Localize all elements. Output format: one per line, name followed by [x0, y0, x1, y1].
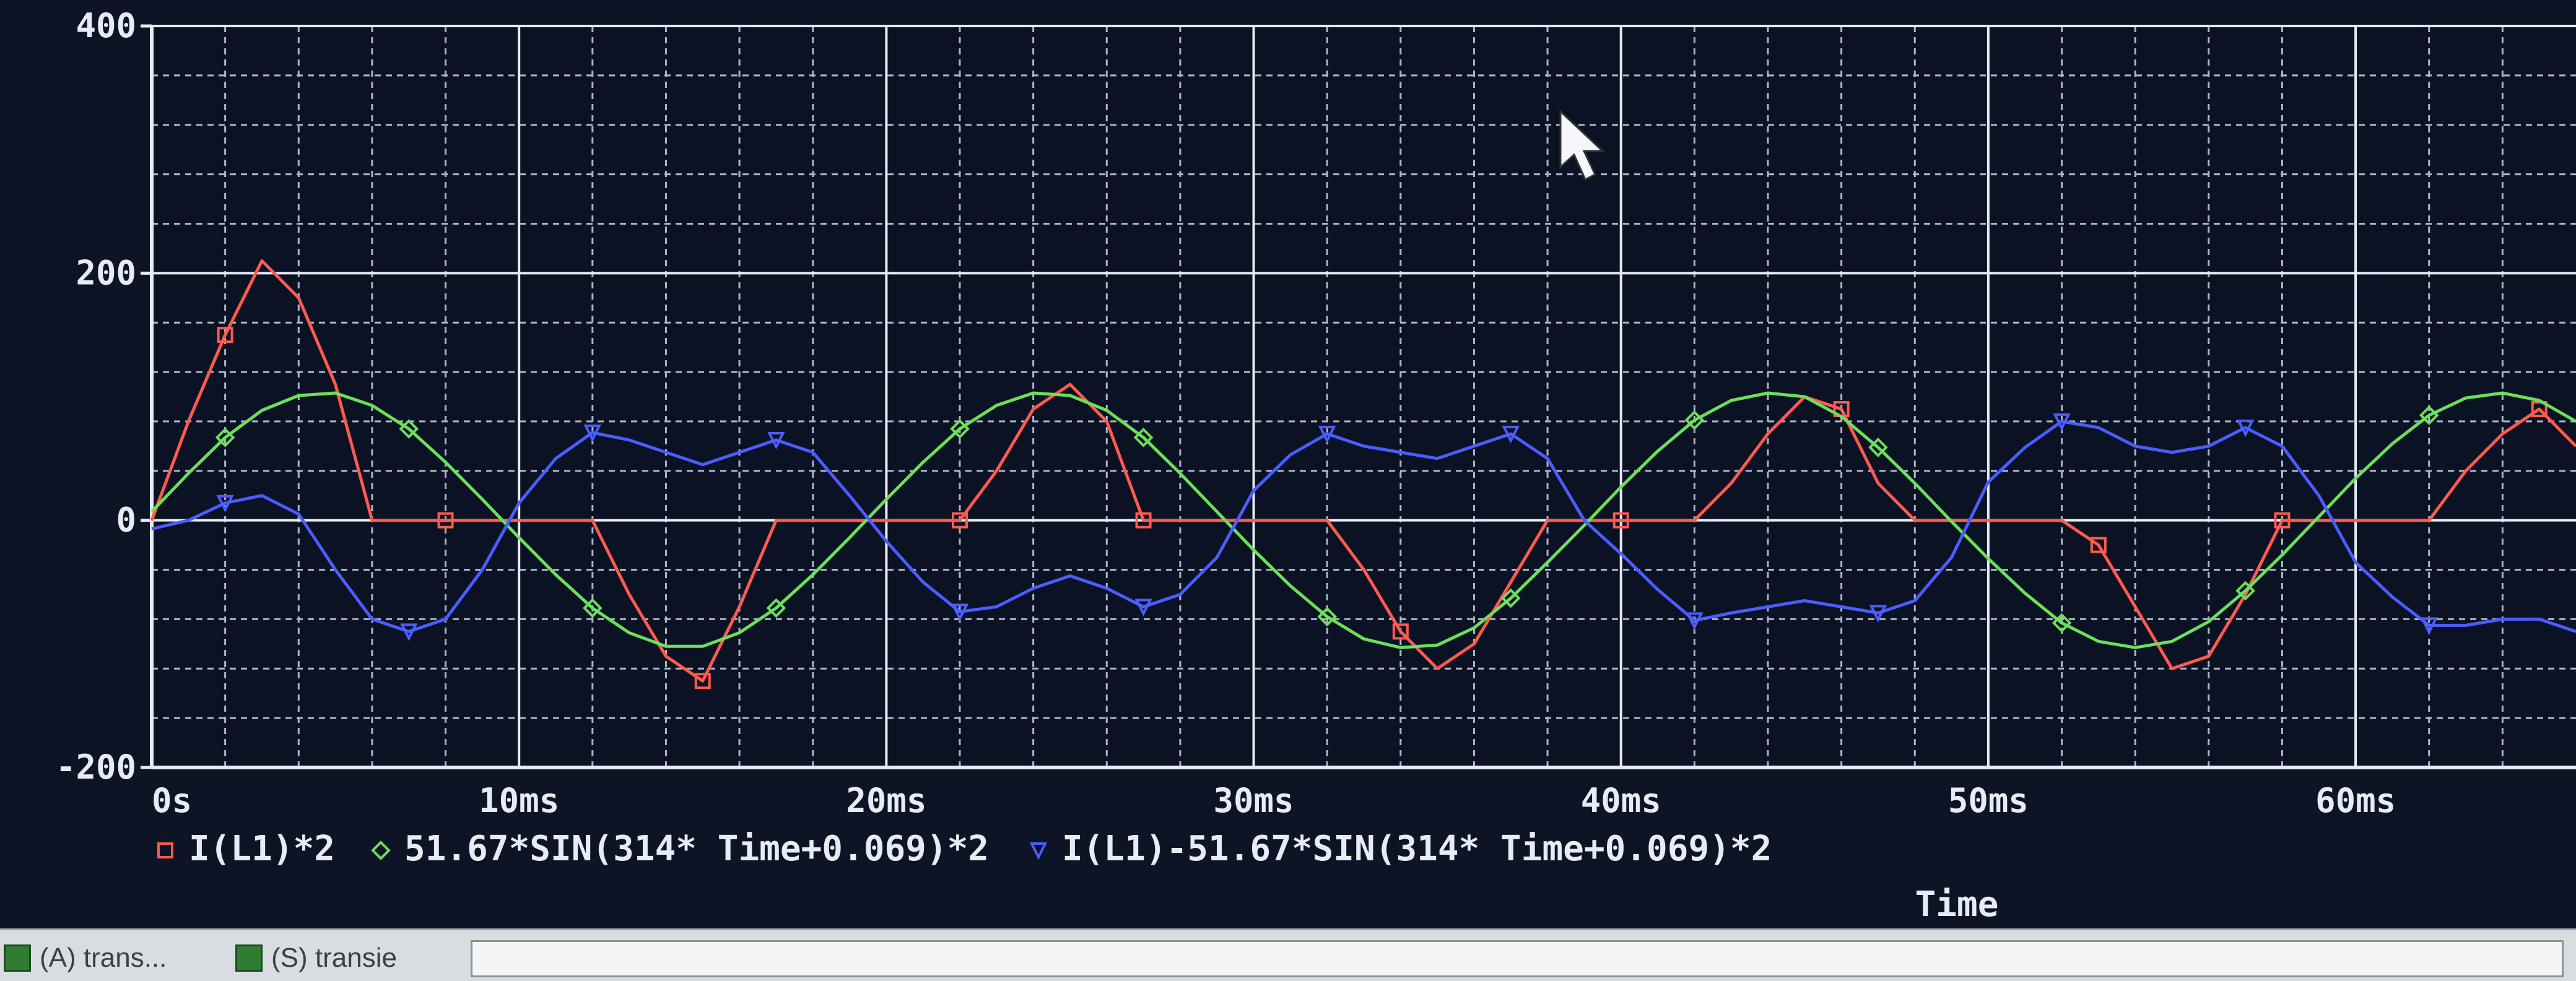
task-tab-simulation[interactable]: (S) transie: [235, 939, 397, 977]
series-2: [150, 391, 2576, 649]
series-marker-diamond: [1868, 438, 1888, 457]
series-marker-square: [694, 673, 711, 689]
task-tab-label: (S) transie: [271, 943, 397, 973]
series-marker-square: [157, 842, 173, 858]
series-marker-square: [2090, 537, 2107, 553]
x-tick-label: 40ms: [1581, 781, 1661, 820]
legend-label: I(L1)-51.67*SIN(314* Time+0.069)*2: [1062, 829, 1772, 869]
x-tick-label: 60ms: [2315, 781, 2396, 820]
series-marker-diamond: [1317, 607, 1338, 627]
x-tick-label: 0s: [152, 781, 192, 820]
series-marker-square: [437, 512, 454, 529]
series-line: [150, 391, 2576, 649]
x-tick-label: 10ms: [479, 781, 559, 820]
series-marker-diamond: [582, 598, 603, 618]
series-marker-triangle: [583, 424, 602, 443]
y-tick-label: 400: [76, 6, 136, 45]
series-marker-triangle: [1869, 605, 1887, 623]
schematic-icon: [4, 944, 31, 972]
taskbar: (A) trans... (S) transie: [0, 928, 2576, 981]
legend-item-1: I(L1)*2: [157, 829, 335, 869]
series-marker-triangle: [1686, 612, 1704, 630]
minor-grid: [152, 26, 2576, 767]
series-marker-square: [1392, 623, 1409, 640]
x-tick-label: 50ms: [1948, 781, 2029, 820]
series-marker-diamond: [1500, 588, 1521, 608]
x-tick-label: 30ms: [1214, 781, 1294, 820]
legend-item-3: I(L1)-51.67*SIN(314* Time+0.069)*2: [1029, 829, 1772, 869]
series-marker-triangle: [951, 603, 969, 621]
y-tick-label: 0: [116, 501, 136, 540]
task-tab-label: (A) trans...: [40, 943, 167, 973]
series-marker-triangle: [1029, 842, 1048, 860]
y-tick-label: -200: [56, 748, 136, 787]
series-marker-square: [2274, 512, 2291, 529]
taskbar-field[interactable]: [471, 940, 2564, 977]
legend-label: 51.67*SIN(314* Time+0.069)*2: [404, 829, 989, 869]
series-marker-triangle: [216, 495, 234, 513]
series-marker-triangle: [2420, 617, 2438, 635]
series-marker-diamond: [766, 598, 786, 618]
series-marker-triangle: [2236, 419, 2255, 438]
series-marker-square: [1135, 512, 1152, 529]
task-tab-analysis[interactable]: (A) trans...: [4, 939, 167, 977]
mouse-cursor-icon: [1559, 109, 1605, 181]
series-1: [150, 259, 2576, 689]
series-marker-diamond: [1684, 410, 1705, 430]
series-marker-square: [2531, 400, 2548, 417]
series-marker-triangle: [1318, 425, 1336, 444]
series-marker-diamond: [2235, 581, 2255, 601]
legend-label: I(L1)*2: [189, 829, 335, 869]
series-marker-diamond: [399, 419, 419, 439]
y-tick-label: 200: [76, 253, 136, 292]
series-marker-square: [217, 327, 233, 344]
series-line: [150, 259, 2576, 683]
series-marker-diamond: [2052, 613, 2072, 633]
series-marker-diamond: [2419, 405, 2439, 425]
legend-item-2: 51.67*SIN(314* Time+0.069)*2: [371, 829, 989, 869]
schematic-icon: [235, 944, 263, 972]
series-marker-diamond: [215, 428, 235, 447]
series-marker-diamond: [1133, 428, 1154, 447]
series-marker-triangle: [399, 623, 418, 641]
plot-area: [152, 26, 2576, 767]
series-marker-triangle: [1502, 425, 1520, 444]
x-axis-title: Time: [1915, 884, 1999, 925]
series-marker-square: [1612, 512, 1629, 529]
series-marker-triangle: [2053, 413, 2071, 431]
x-tick-label: 20ms: [846, 781, 926, 820]
series-marker-diamond: [371, 841, 391, 860]
series-marker-square: [952, 512, 968, 529]
series-line: [151, 420, 2576, 633]
series-3: [151, 413, 2576, 641]
series-marker-triangle: [767, 431, 785, 450]
series-marker-triangle: [1134, 599, 1152, 616]
series-marker-diamond: [950, 419, 970, 439]
